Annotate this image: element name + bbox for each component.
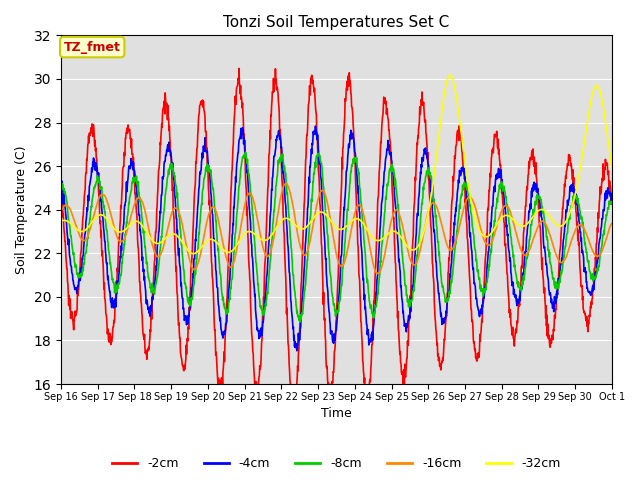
-8cm xyxy=(608,199,616,204)
-4cm xyxy=(608,197,616,203)
-32cm xyxy=(189,251,197,257)
-32cm xyxy=(543,210,551,216)
-4cm xyxy=(241,151,249,157)
-16cm xyxy=(241,201,249,206)
Text: TZ_fmet: TZ_fmet xyxy=(64,41,121,54)
-32cm xyxy=(180,241,188,247)
-2cm xyxy=(57,175,65,181)
-16cm xyxy=(166,216,174,221)
-16cm xyxy=(543,225,551,230)
-8cm xyxy=(543,237,551,243)
-2cm xyxy=(242,176,250,181)
-32cm xyxy=(422,219,430,225)
-4cm xyxy=(180,305,188,311)
-2cm xyxy=(608,200,616,206)
-2cm xyxy=(166,139,174,145)
Line: -2cm: -2cm xyxy=(61,69,612,415)
-16cm xyxy=(180,228,188,234)
-4cm xyxy=(166,147,174,153)
-4cm xyxy=(57,177,65,182)
-2cm xyxy=(180,368,188,373)
-32cm xyxy=(446,72,454,78)
Line: -32cm: -32cm xyxy=(61,75,612,254)
Legend: -2cm, -4cm, -8cm, -16cm, -32cm: -2cm, -4cm, -8cm, -16cm, -32cm xyxy=(108,452,566,475)
Line: -4cm: -4cm xyxy=(61,126,612,351)
-32cm xyxy=(495,219,502,225)
Title: Tonzi Soil Temperatures Set C: Tonzi Soil Temperatures Set C xyxy=(223,15,450,30)
-16cm xyxy=(495,217,502,223)
-8cm xyxy=(242,149,250,155)
-8cm xyxy=(166,163,174,169)
-32cm xyxy=(608,167,616,173)
-2cm xyxy=(236,66,243,72)
-8cm xyxy=(423,168,431,174)
-16cm xyxy=(282,180,289,186)
-8cm xyxy=(495,189,502,195)
-8cm xyxy=(57,184,65,190)
-8cm xyxy=(241,151,249,157)
-2cm xyxy=(495,151,502,157)
X-axis label: Time: Time xyxy=(321,407,352,420)
Line: -16cm: -16cm xyxy=(61,183,612,274)
-4cm xyxy=(423,150,431,156)
-4cm xyxy=(312,123,319,129)
-4cm xyxy=(543,271,551,276)
-2cm xyxy=(289,412,297,418)
-32cm xyxy=(166,232,174,238)
-16cm xyxy=(57,207,65,213)
-32cm xyxy=(242,230,250,236)
-16cm xyxy=(423,216,431,221)
Y-axis label: Soil Temperature (C): Soil Temperature (C) xyxy=(15,145,28,274)
-16cm xyxy=(374,271,382,276)
-4cm xyxy=(293,348,301,354)
-16cm xyxy=(608,221,616,227)
-8cm xyxy=(180,267,188,273)
Line: -8cm: -8cm xyxy=(61,152,612,322)
-2cm xyxy=(543,333,551,339)
-4cm xyxy=(495,166,502,171)
-2cm xyxy=(423,139,431,144)
-32cm xyxy=(57,217,65,223)
-8cm xyxy=(296,319,304,325)
